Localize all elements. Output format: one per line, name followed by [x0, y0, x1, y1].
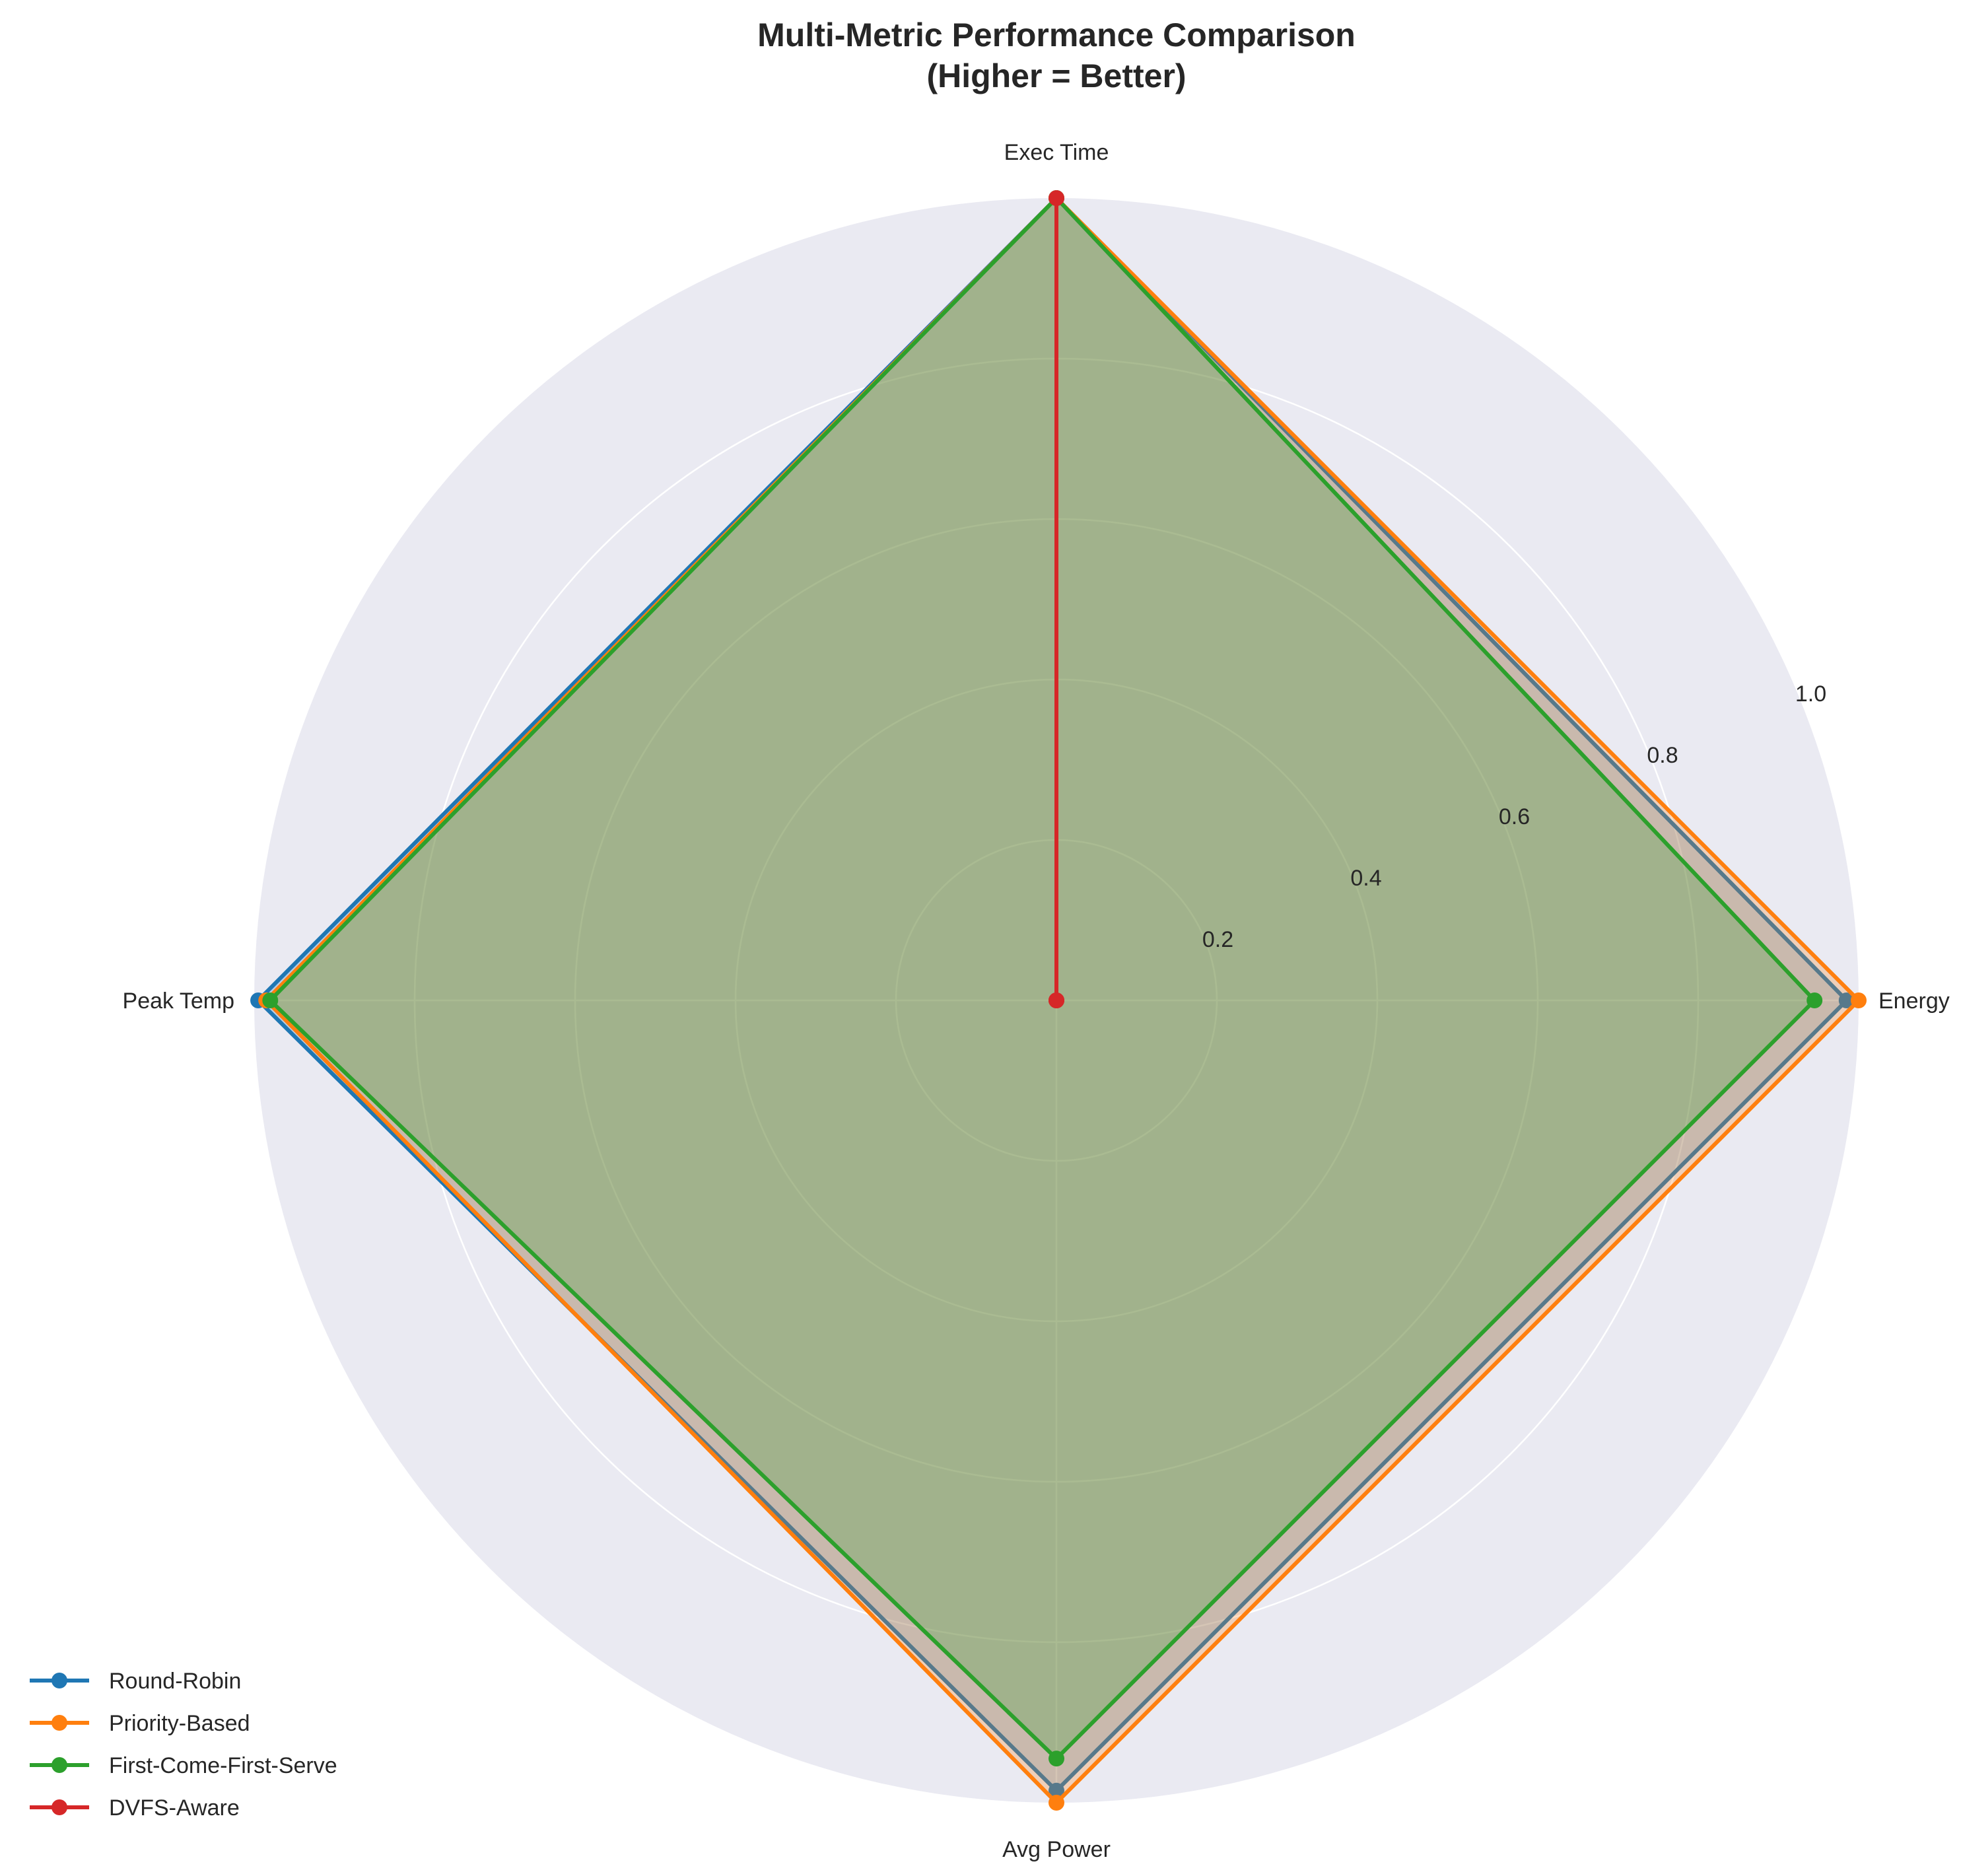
series-point-first-come-first-serve-peak-temp — [262, 992, 279, 1008]
legend-item-priority-based: Priority-Based — [30, 1711, 250, 1736]
legend-item-round-robin: Round-Robin — [30, 1669, 241, 1694]
series-fill-first-come-first-serve — [270, 198, 1815, 1759]
rtick-label: 1.0 — [1795, 681, 1826, 707]
legend-label: Priority-Based — [109, 1711, 250, 1736]
chart-title: Multi-Metric Performance Comparison — [757, 17, 1356, 53]
rtick-label: 0.4 — [1350, 866, 1381, 891]
series-point-round-robin-energy — [1838, 992, 1855, 1008]
radial-tick-labels: 0.2 0.4 0.6 0.8 1.0 — [1202, 681, 1826, 952]
series-point-first-come-first-serve-energy — [1806, 992, 1823, 1008]
rtick-label: 0.8 — [1647, 743, 1678, 768]
rtick-label: 0.2 — [1202, 927, 1233, 952]
series-point-dvfs-aware-exec-time — [1049, 190, 1064, 206]
chart-subtitle: (Higher = Better) — [926, 57, 1186, 94]
legend-swatch-marker — [52, 1673, 67, 1688]
axis-label-peak-temp: Peak Temp — [123, 989, 234, 1014]
series-group — [250, 190, 1867, 1811]
axis-labels: Exec Time Energy Avg Power Peak Temp — [123, 140, 1950, 1862]
series-point-priority-based-energy — [1851, 992, 1867, 1008]
legend: Round-Robin Priority-Based First-Come-Firs… — [30, 1669, 337, 1821]
legend-item-dvfs-aware: DVFS-Aware — [30, 1795, 240, 1821]
series-dvfs-aware — [1049, 190, 1064, 1008]
legend-item-first-come-first-serve: First-Come-First-Serve — [30, 1753, 337, 1778]
axis-label-energy: Energy — [1878, 989, 1950, 1014]
legend-swatch-marker — [52, 1799, 67, 1815]
series-point-round-robin-avg-power — [1049, 1782, 1064, 1799]
rtick-label: 0.6 — [1499, 804, 1530, 829]
series-point-dvfs-aware-peak-temp — [1049, 992, 1064, 1008]
series-point-priority-based-avg-power — [1049, 1795, 1064, 1811]
axis-label-avg-power: Avg Power — [1002, 1837, 1111, 1862]
legend-swatch-marker — [52, 1715, 67, 1731]
legend-label: First-Come-First-Serve — [109, 1753, 337, 1778]
legend-label: DVFS-Aware — [109, 1795, 240, 1821]
axis-label-exec-time: Exec Time — [1004, 140, 1109, 165]
series-point-first-come-first-serve-avg-power — [1049, 1751, 1064, 1767]
legend-label: Round-Robin — [109, 1669, 241, 1694]
legend-swatch-marker — [52, 1757, 67, 1773]
